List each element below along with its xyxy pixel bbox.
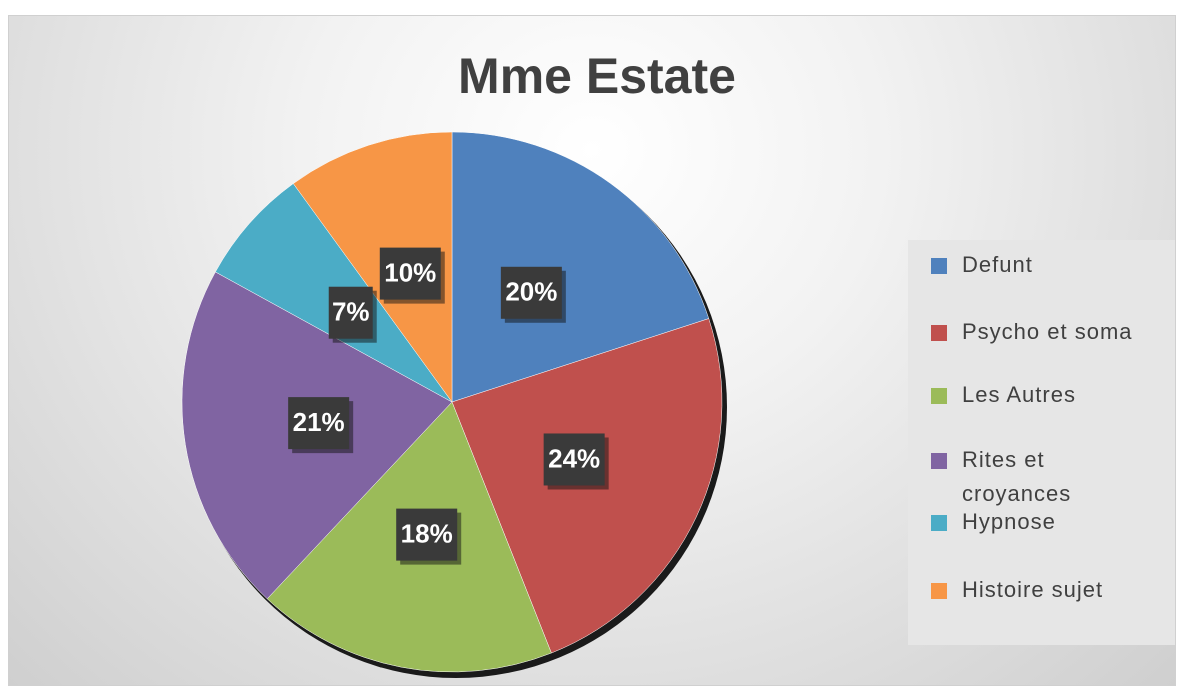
data-label: 18%: [401, 518, 453, 548]
data-label-box: [396, 508, 458, 561]
legend-swatch: [931, 325, 947, 341]
data-label-box: [500, 266, 562, 319]
chart-title: Mme Estate: [458, 48, 736, 104]
legend: Defunt Psycho et soma Les Autres Rites et c…: [908, 240, 1175, 645]
pie-slice: [292, 131, 453, 403]
legend-item: Defunt: [931, 248, 1147, 282]
legend-item: Hypnose: [931, 505, 1147, 539]
legend-swatch: [931, 453, 947, 469]
data-label: 10%: [384, 257, 436, 287]
data-label-box: [379, 247, 441, 300]
legend-label: Rites et croyances: [962, 447, 1072, 506]
data-label: 21%: [293, 407, 345, 437]
legend-label: Psycho et soma: [962, 319, 1133, 344]
legend-label: Hypnose: [962, 509, 1056, 534]
legend-swatch: [931, 583, 947, 599]
data-label: 24%: [548, 443, 600, 473]
data-label-box: [328, 286, 373, 339]
data-label-box: [543, 433, 605, 486]
data-label-box: [288, 397, 350, 450]
data-label: 20%: [505, 277, 557, 307]
legend-label: Defunt: [962, 252, 1033, 277]
data-label: 7%: [332, 297, 370, 327]
legend-item: Psycho et soma: [931, 315, 1147, 349]
legend-swatch: [931, 388, 947, 404]
legend-label: Histoire sujet: [962, 577, 1104, 602]
legend-item: Histoire sujet: [931, 573, 1147, 607]
legend-swatch: [931, 258, 947, 274]
legend-item: Rites et croyances: [931, 443, 1082, 511]
legend-label: Les Autres: [962, 382, 1076, 407]
legend-swatch: [931, 515, 947, 531]
legend-item: Les Autres: [931, 378, 1147, 412]
pie-slice: [451, 131, 710, 403]
